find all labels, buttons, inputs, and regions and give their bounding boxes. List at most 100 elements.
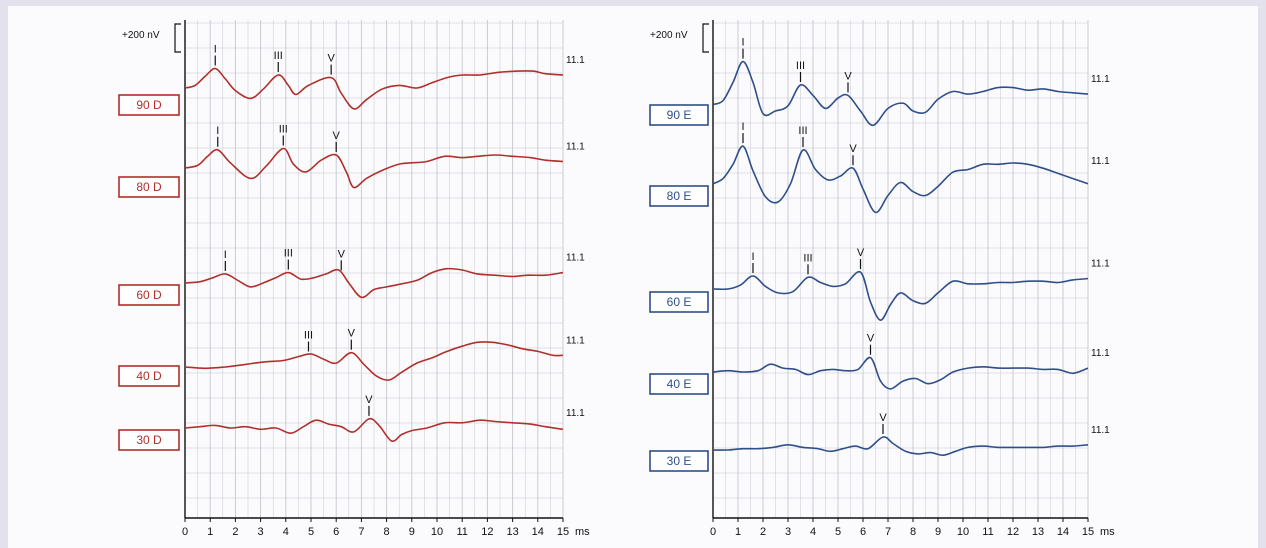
x-tick-label: 9: [935, 526, 941, 538]
series-label: 30 E: [667, 454, 692, 468]
x-tick-label: 13: [1032, 526, 1044, 538]
peak-label: V: [879, 412, 887, 424]
peak-label: V: [844, 70, 852, 82]
waveform-line: [712, 145, 1089, 214]
x-tick-label: 10: [431, 526, 443, 538]
x-tick-label: 15: [557, 526, 569, 538]
series-label-box: [118, 176, 180, 198]
waveform-line: [184, 67, 564, 110]
end-label: 11.1: [566, 142, 585, 153]
end-label: 11.1: [1091, 348, 1110, 359]
x-tick-label: 8: [384, 526, 390, 538]
scale-label: +200 nV: [122, 30, 160, 41]
end-label: 11.1: [566, 335, 585, 346]
waveform-line: [712, 356, 1089, 390]
x-tick-label: 6: [333, 526, 339, 538]
series-label: 80 E: [667, 189, 692, 203]
x-tick-label: 1: [207, 526, 213, 538]
peak-label: III: [796, 60, 805, 72]
peak-label: V: [333, 130, 341, 142]
x-axis-unit: ms: [1100, 526, 1115, 538]
waveform-line: [184, 267, 564, 299]
series-40-d: III V 11.1 40 D: [118, 328, 585, 387]
series-label: 90 E: [667, 108, 692, 122]
x-tick-label: 6: [860, 526, 866, 538]
end-label: 11.1: [566, 408, 585, 419]
series-label-box: [118, 94, 180, 116]
series-30-d: V 11.1 30 D: [118, 394, 585, 451]
scale-bracket: [702, 23, 709, 53]
series-60-d: I III V 11.160 D: [118, 248, 585, 306]
x-tick-label: 12: [1007, 526, 1019, 538]
waveform-line: [184, 417, 564, 443]
peak-label: I: [741, 121, 744, 133]
series-label: 40 D: [136, 369, 162, 383]
peak-label: V: [348, 328, 356, 340]
x-tick-label: 9: [409, 526, 415, 538]
x-tick-label: 12: [481, 526, 493, 538]
peak-label: I: [751, 251, 754, 263]
x-tick-label: 7: [358, 526, 364, 538]
waveform-line: [184, 147, 564, 189]
x-tick-label: 13: [506, 526, 518, 538]
series-label: 60 E: [667, 295, 692, 309]
peak-label: III: [798, 125, 807, 137]
series-label: 60 D: [136, 288, 162, 302]
peak-label: III: [803, 252, 812, 264]
x-tick-label: 0: [182, 526, 188, 538]
x-tick-label: 11: [456, 526, 467, 538]
series-label: 80 D: [136, 180, 162, 194]
peak-label: I: [214, 44, 217, 56]
peak-label: V: [867, 333, 875, 345]
waveform-line: [712, 436, 1089, 457]
x-tick-label: 0: [710, 526, 716, 538]
waveform-line: [712, 270, 1089, 321]
peak-label: V: [857, 247, 865, 259]
x-tick-label: 5: [308, 526, 314, 538]
series-label: 90 D: [136, 98, 162, 112]
x-tick-label: 4: [810, 526, 816, 538]
grid: [712, 20, 1089, 518]
x-tick-label: 15: [1082, 526, 1094, 538]
x-tick-label: 14: [1057, 526, 1069, 538]
waveform-line: [184, 341, 564, 381]
end-label: 11.1: [566, 55, 585, 66]
series-40-e: V 11.1 40 E: [649, 333, 1110, 395]
peak-label: III: [274, 50, 283, 62]
waveform-line: [712, 60, 1089, 127]
x-tick-label: 4: [283, 526, 289, 538]
series-30-e: V 11.1 30 E: [649, 412, 1110, 472]
peak-label: I: [224, 249, 227, 261]
x-tick-label: 5: [835, 526, 841, 538]
peak-label: V: [338, 248, 346, 260]
x-tick-label: 2: [232, 526, 238, 538]
x-axis-unit: ms: [575, 526, 590, 538]
end-label: 11.1: [566, 253, 585, 264]
peak-label: III: [304, 330, 313, 342]
x-tick-label: 2: [760, 526, 766, 538]
peak-label: III: [284, 248, 293, 260]
peak-label: III: [279, 124, 288, 136]
end-label: 11.1: [1091, 259, 1110, 270]
x-tick-label: 3: [785, 526, 791, 538]
peak-label: V: [327, 53, 335, 65]
series-label-box: [649, 104, 709, 126]
peak-label: V: [365, 394, 373, 406]
end-label: 11.1: [1091, 74, 1110, 85]
x-tick-label: 10: [957, 526, 969, 538]
peak-label: V: [849, 143, 857, 155]
end-label: 11.1: [1091, 425, 1110, 436]
series-label-box: [649, 373, 709, 395]
x-tick-label: 7: [885, 526, 891, 538]
scale-bracket: [174, 23, 181, 53]
peak-label: I: [216, 125, 219, 137]
series-label-box: [649, 185, 709, 207]
series-label: 30 D: [136, 433, 162, 447]
